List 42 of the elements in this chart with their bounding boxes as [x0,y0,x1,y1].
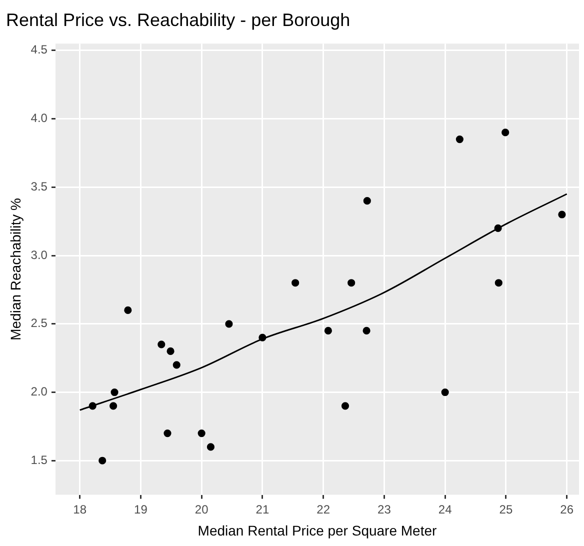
point [164,429,172,438]
y-tick-label: 2.5 [30,316,48,330]
y-tick-label: 4.0 [30,111,48,126]
point [198,429,206,438]
y-tick-label: 3.0 [30,248,48,262]
point [441,388,449,396]
x-tick-label: 21 [256,502,270,516]
point [348,279,356,287]
point [494,279,502,287]
y-tick-label: 2.0 [30,384,48,399]
x-axis-title: Median Rental Price per Square Meter [198,522,438,538]
point [110,388,118,396]
point [362,326,370,335]
x-tick-label: 24 [438,502,452,516]
x-tick-label: 22 [316,502,330,516]
point [558,210,566,218]
y-tick-label: 3.5 [30,179,48,194]
point [172,361,180,369]
point [324,326,332,335]
y-tick-label: 1.5 [30,452,48,467]
line-series [79,193,568,411]
x-tick-label: 25 [499,502,513,516]
point [124,306,132,314]
y-axis-title: Median Reachability % [7,198,24,340]
chart-title: Rental Price vs. Reachability - per Borough [6,10,350,30]
point [206,443,215,451]
point [292,279,300,287]
y-tick-label: 4.5 [30,42,48,57]
x-tick-label: 18 [73,502,87,516]
x-tick-label: 26 [560,502,574,516]
point [363,197,371,205]
point [225,320,233,328]
point [166,347,174,356]
point [456,136,464,144]
point [158,340,166,348]
point [502,128,510,136]
x-tick-label: 23 [378,502,392,516]
x-tick-label: 20 [194,502,209,516]
point [341,402,350,410]
x-tick-label: 19 [134,502,148,516]
point [110,402,118,410]
point [98,456,106,464]
